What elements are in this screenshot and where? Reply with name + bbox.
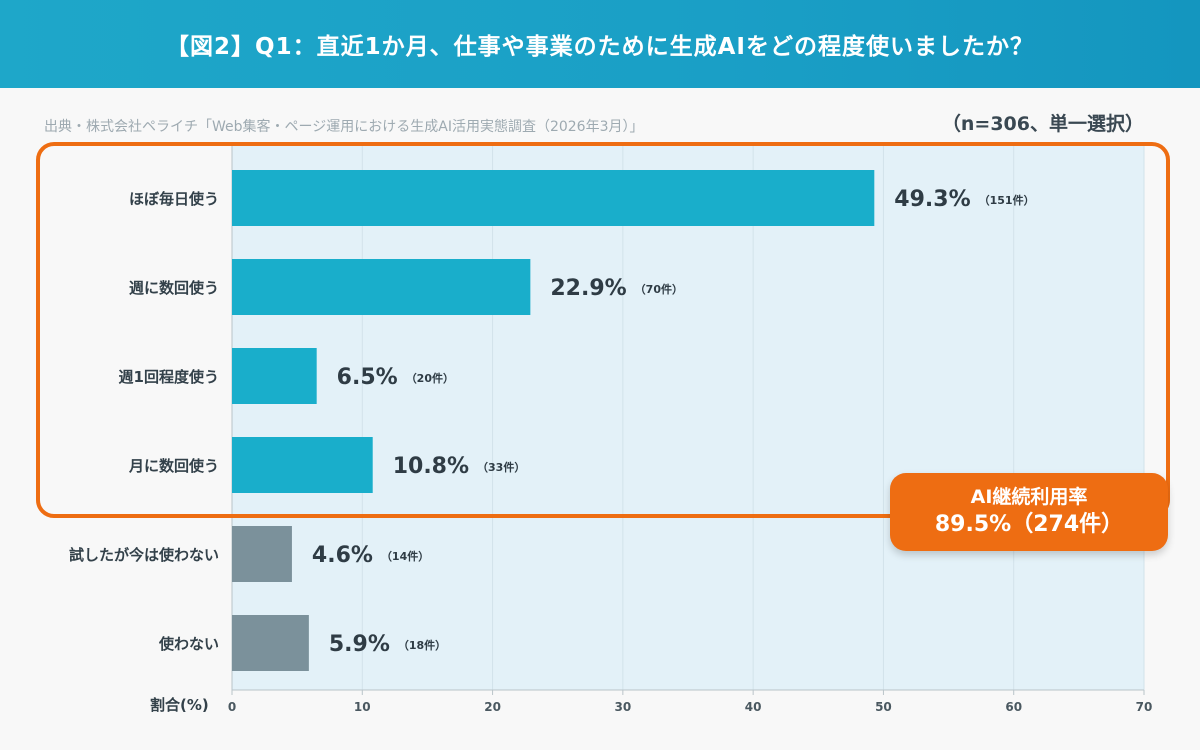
callout-label: AI継続利用率 [970, 486, 1088, 508]
bar [232, 526, 292, 582]
x-tick-label: 30 [615, 700, 632, 714]
header-bar: 【図2】Q1：直近1か月、仕事や事業のために生成AIをどの程度使いましたか？ [0, 0, 1200, 88]
x-tick-label: 0 [228, 700, 236, 714]
x-tick-label: 60 [1005, 700, 1022, 714]
count-label: （18件） [398, 638, 446, 652]
category-label: ほぼ毎日使う [129, 190, 219, 208]
count-label: （70件） [635, 282, 683, 296]
value-label: 6.5% [337, 365, 398, 390]
count-label: （151件） [979, 193, 1035, 207]
value-label: 49.3% [894, 187, 970, 212]
bar [232, 348, 317, 404]
count-label: （14件） [381, 549, 429, 563]
x-tick-label: 20 [484, 700, 501, 714]
value-label: 4.6% [312, 543, 373, 568]
category-label: 使わない [158, 635, 219, 653]
x-tick-label: 50 [875, 700, 892, 714]
count-label: （20件） [406, 371, 454, 385]
count-label: （33件） [477, 460, 525, 474]
x-tick-label: 70 [1136, 700, 1153, 714]
plot-area [232, 146, 1144, 690]
category-label: 月に数回使う [128, 457, 219, 475]
bar [232, 259, 531, 315]
category-label: 週に数回使う [129, 279, 219, 297]
source-note: 出典・株式会社ペライチ「Web集客・ページ運用における生成AI活用実態調査（20… [44, 119, 644, 135]
sample-size-note: （n=306、単一選択） [941, 113, 1144, 135]
chart-title: 【図2】Q1：直近1か月、仕事や事業のために生成AIをどの程度使いましたか？ [166, 34, 1034, 60]
value-label: 22.9% [550, 276, 626, 301]
highlight-frame [36, 142, 1170, 518]
callout-value: 89.5%（274件） [934, 512, 1124, 537]
bar [232, 437, 373, 493]
x-tick-label: 10 [354, 700, 371, 714]
retention-callout: AI継続利用率 89.5%（274件） [890, 473, 1168, 551]
x-tick-label: 40 [745, 700, 762, 714]
bar [232, 615, 309, 671]
x-axis-title: 割合(%) [150, 696, 209, 714]
category-label: 試したが今は使わない [69, 546, 219, 564]
value-label: 5.9% [329, 632, 390, 657]
bar [232, 170, 875, 226]
category-label: 週1回程度使う [119, 368, 219, 386]
value-label: 10.8% [393, 454, 469, 479]
